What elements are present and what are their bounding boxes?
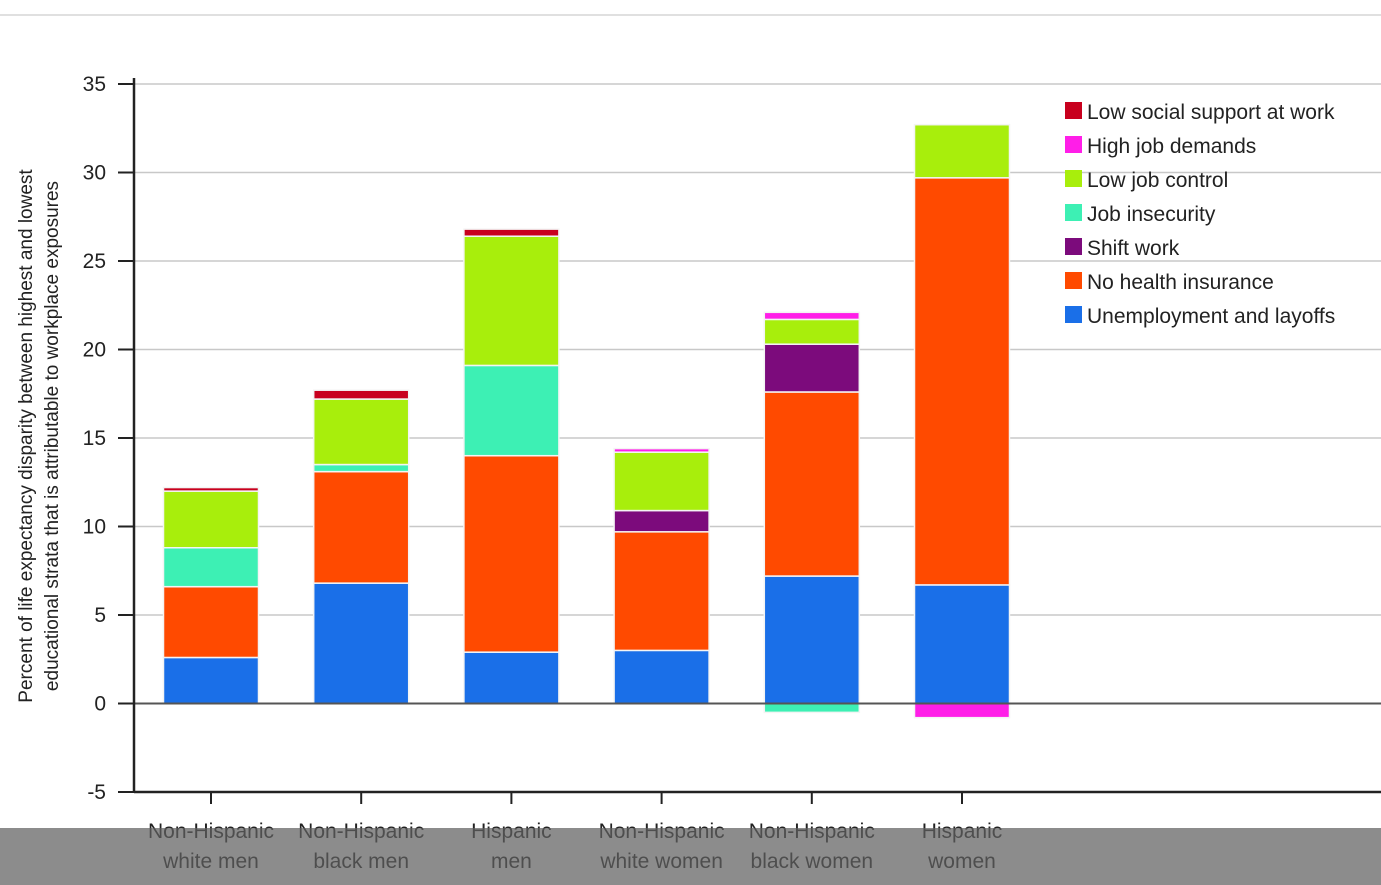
y-tick-label: -5 [87,781,106,804]
bar-segment [613,649,710,705]
bar-segment [763,575,861,705]
bar-segment [613,509,710,533]
bar-segment [463,235,560,367]
y-tick-label: 20 [83,339,106,362]
legend-swatch [1065,204,1082,221]
legend-entry-label: High job demands [1087,135,1256,158]
bar-segment [913,702,1011,719]
bar-segment [463,364,560,457]
legend-entry-label: Low job control [1087,169,1228,192]
y-tick-label: 35 [83,73,106,96]
y-tick-label: 10 [83,516,106,539]
bar-segment [162,546,260,588]
bar-segment [763,318,861,345]
legend-swatch [1065,170,1082,187]
bar-segment [913,123,1011,179]
bar-segment [463,651,560,705]
legend-entry-label: Unemployment and layoffs [1087,305,1335,328]
bar-segment [312,470,410,584]
bar-segment [913,584,1011,705]
bars [162,123,1011,719]
legend-swatch [1065,238,1082,255]
y-tick-label: 0 [94,693,106,716]
y-tick-label: 15 [83,427,106,450]
bar-segment [162,490,260,549]
legend-swatch [1065,306,1082,323]
legend-swatch [1065,136,1082,153]
bottom-overlay-band [0,828,1381,885]
bar-segment [312,389,410,400]
bar-segment [463,454,560,653]
bar-segment [312,463,410,473]
y-tick-label: 30 [83,162,106,185]
bar-segment [763,311,861,321]
bar-segment [763,702,861,714]
bar-segment [763,343,861,393]
legend-entry-label: Job insecurity [1087,203,1216,226]
bar-segment [312,582,410,705]
bar-segment [613,451,710,512]
bar-segment [463,228,560,237]
y-tick-label: 25 [83,250,106,273]
bar-segment [162,656,260,705]
legend-swatch [1065,272,1082,289]
y-axis-title: educational strata that is attributable … [42,181,63,691]
legend-swatch [1065,102,1082,119]
bar-segment [613,447,710,453]
bar-segment [613,531,710,652]
bar-segment [162,486,260,492]
legend-entry-label: Low social support at work [1087,101,1335,124]
legend-entry-label: Shift work [1087,237,1180,260]
bar-segment [913,177,1011,586]
bar-segment [312,398,410,466]
bar-segment [763,391,861,577]
legend-entry-label: No health insurance [1087,271,1274,294]
bar-segment [162,585,260,659]
legend: Low social support at work High job deman… [1065,101,1335,328]
y-axis-title: Percent of life expectancy disparity bet… [16,169,37,703]
y-tick-label: 5 [94,604,106,627]
